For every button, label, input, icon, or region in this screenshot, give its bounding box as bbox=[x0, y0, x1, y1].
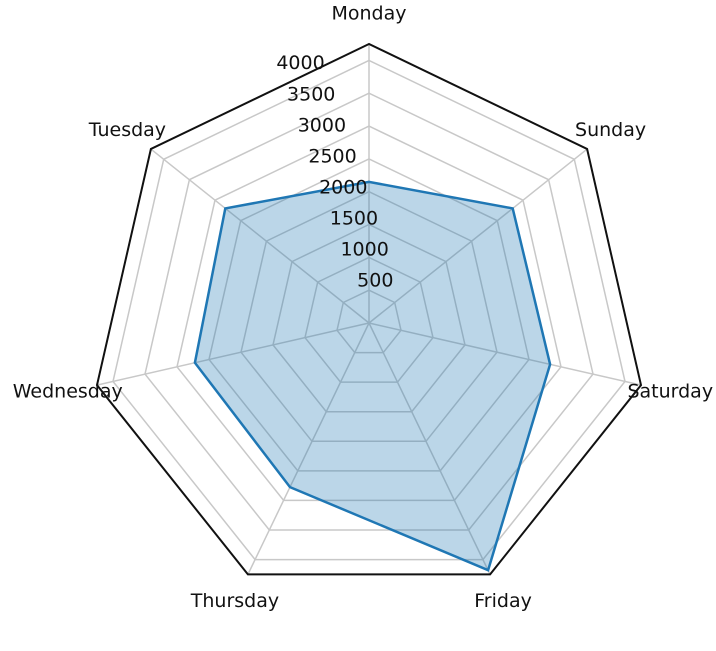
category-label: Saturday bbox=[627, 380, 713, 402]
spoke bbox=[368, 322, 491, 575]
grid-ring bbox=[144, 92, 594, 531]
r-tick-label: 500 bbox=[357, 269, 393, 291]
outer-frame bbox=[95, 42, 643, 576]
grid-ring bbox=[272, 223, 466, 413]
spoke bbox=[150, 148, 370, 324]
spoke bbox=[368, 322, 642, 386]
spoke bbox=[247, 322, 370, 575]
category-label: Tuesday bbox=[88, 119, 166, 141]
category-label: Thursday bbox=[190, 590, 279, 612]
grid-ring bbox=[112, 59, 626, 561]
category-label: Sunday bbox=[575, 119, 646, 141]
r-tick-label: 4000 bbox=[276, 52, 324, 74]
r-tick-label: 3000 bbox=[298, 114, 346, 136]
spoke bbox=[96, 322, 370, 386]
category-label: Friday bbox=[474, 590, 532, 612]
spoke bbox=[368, 148, 588, 324]
radar-area bbox=[193, 180, 552, 572]
r-tick-label: 2000 bbox=[319, 176, 367, 198]
category-label: Wednesday bbox=[13, 380, 123, 402]
grid-ring bbox=[176, 125, 562, 502]
category-label: Monday bbox=[331, 3, 406, 25]
grid-ring bbox=[336, 289, 402, 354]
r-tick-label: 1500 bbox=[330, 207, 378, 229]
r-tick-label: 2500 bbox=[308, 145, 356, 167]
grid-ring bbox=[208, 158, 530, 472]
r-tick-label: 1000 bbox=[340, 238, 388, 260]
r-tick-label: 3500 bbox=[287, 83, 335, 105]
grid-ring bbox=[240, 190, 498, 443]
grid-ring bbox=[304, 256, 434, 383]
